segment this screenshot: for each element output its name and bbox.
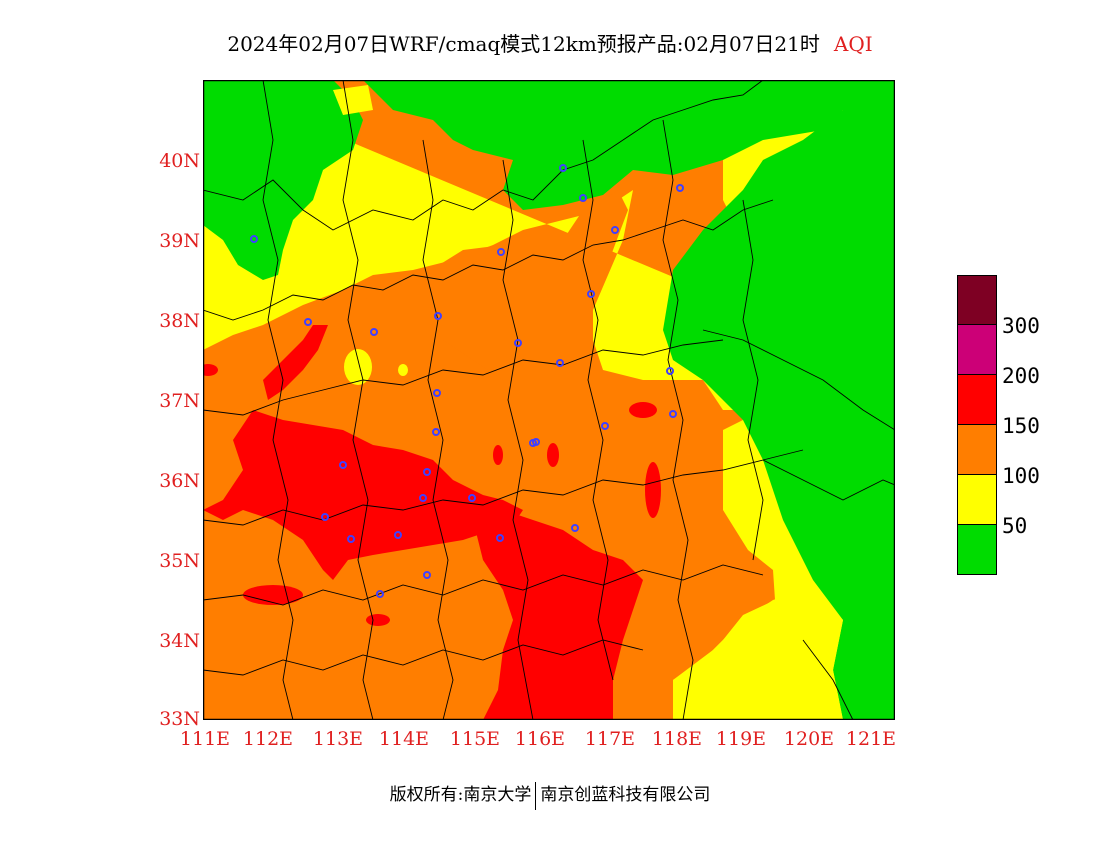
aqi-zone-red-patch	[645, 462, 661, 518]
boundary-lines	[203, 80, 895, 720]
station-marker	[601, 422, 609, 430]
aqi-zone-red-nw	[263, 325, 328, 400]
aqi-zone-green-east	[663, 80, 895, 720]
aqi-zone-red-south	[473, 510, 643, 720]
station-marker	[611, 226, 619, 234]
lon-label: 114E	[378, 728, 430, 750]
aqi-zone-green-northwest	[203, 80, 363, 280]
station-marker	[339, 461, 347, 469]
copyright-footer: 版权所有:南京大学 南京创蓝科技有限公司	[0, 780, 1100, 810]
lat-label: 39N	[159, 230, 200, 252]
lat-label: 33N	[159, 708, 200, 730]
station-marker	[579, 194, 587, 202]
station-marker	[321, 513, 329, 521]
lat-label: 35N	[159, 550, 200, 572]
aqi-zone-red-patch	[243, 585, 303, 605]
lat-label: 38N	[159, 310, 200, 332]
lon-label: 112E	[242, 728, 294, 750]
aqi-zone-orange-north-tongue	[363, 190, 628, 390]
lon-label: 118E	[651, 728, 703, 750]
station-marker	[250, 235, 258, 243]
legend-label: 200	[1002, 364, 1040, 388]
lat-label: 34N	[159, 630, 200, 652]
station-marker	[432, 428, 440, 436]
legend-swatch-gt300	[957, 275, 997, 325]
aqi-zone-red-patch	[203, 364, 218, 376]
legend-swatch-100-150	[957, 425, 997, 475]
legend-label: 50	[1002, 514, 1028, 538]
footer-left: 版权所有:南京大学	[389, 785, 532, 805]
aqi-zone-red-patch	[493, 445, 503, 465]
footer-right: 南京创蓝科技有限公司	[540, 785, 711, 805]
aqi-zone-red-patch	[547, 443, 559, 467]
station-marker	[666, 367, 674, 375]
lon-label: 121E	[845, 728, 897, 750]
station-marker	[394, 531, 402, 539]
chart-title: 2024年02月07日WRF/cmaq模式12km预报产品:02月07日21时 A…	[0, 28, 1100, 57]
station-marker	[376, 590, 384, 598]
footer-divider	[535, 781, 537, 810]
station-marker	[433, 389, 441, 397]
legend-swatch-150-200	[957, 375, 997, 425]
aqi-zone-yellow-pocket	[333, 85, 373, 115]
lon-label: 113E	[312, 728, 364, 750]
station-marker	[497, 248, 505, 256]
station-marker	[556, 359, 564, 367]
legend-label: 100	[1002, 464, 1040, 488]
station-marker	[423, 571, 431, 579]
station-marker	[468, 494, 476, 502]
aqi-map	[203, 80, 895, 720]
station-markers	[250, 164, 684, 598]
aqi-zone-green-north	[363, 80, 853, 210]
map-frame	[203, 80, 895, 720]
legend-swatch-50-100	[957, 475, 997, 525]
lon-label: 119E	[715, 728, 767, 750]
lon-label: 116E	[514, 728, 566, 750]
station-marker	[304, 318, 312, 326]
station-marker	[434, 312, 442, 320]
aqi-zone-red-patch	[366, 614, 390, 626]
aqi-zone-red-patch	[629, 402, 657, 418]
aqi-zone-red-west	[203, 410, 523, 580]
station-marker	[514, 339, 522, 347]
lon-label: 120E	[783, 728, 835, 750]
station-marker	[419, 494, 427, 502]
aqi-zone-yellow-island	[398, 364, 408, 376]
lon-label: 111E	[179, 728, 231, 750]
station-marker	[496, 534, 504, 542]
station-marker	[559, 164, 567, 172]
station-marker	[587, 290, 595, 298]
aqi-zone-yellow-island	[344, 349, 372, 385]
station-marker	[347, 535, 355, 543]
station-marker	[669, 410, 677, 418]
title-variable: AQI	[833, 32, 873, 56]
aqi-legend	[957, 275, 997, 575]
title-main: 2024年02月07日WRF/cmaq模式12km预报产品:02月07日21时	[227, 32, 820, 56]
legend-swatch-lt50	[957, 525, 997, 575]
lat-label: 37N	[159, 390, 200, 412]
station-marker	[571, 524, 579, 532]
station-marker	[676, 184, 684, 192]
legend-swatch-200-300	[957, 325, 997, 375]
legend-label: 150	[1002, 414, 1040, 438]
aqi-zone-yellow-coast	[673, 590, 843, 720]
lat-label: 40N	[159, 150, 200, 172]
station-marker	[529, 439, 537, 447]
lat-label: 36N	[159, 470, 200, 492]
lon-label: 115E	[449, 728, 501, 750]
legend-label: 300	[1002, 314, 1040, 338]
lon-label: 117E	[584, 728, 636, 750]
aqi-zone-yellow-north	[203, 80, 895, 720]
station-marker	[370, 328, 378, 336]
station-marker	[423, 468, 431, 476]
